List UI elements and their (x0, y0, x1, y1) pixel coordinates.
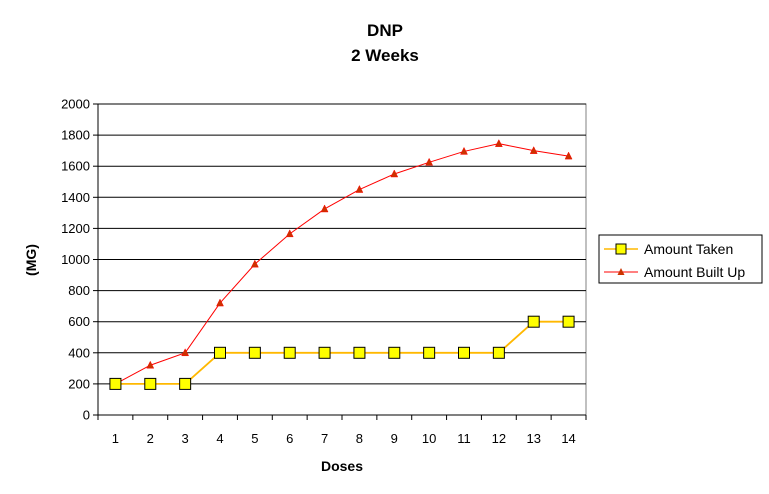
x-tick-label: 11 (457, 431, 471, 446)
data-point-amount-taken (248, 346, 261, 359)
data-point-amount-built-up (320, 204, 329, 213)
data-point-amount-built-up (216, 298, 224, 307)
y-tick-label: 1200 (61, 221, 90, 236)
data-point-amount-built-up (425, 157, 434, 166)
data-point-amount-built-up (250, 259, 259, 268)
legend: Amount Taken Amount Built Up (598, 234, 763, 284)
x-tick-label: 14 (561, 431, 575, 446)
y-tick-label: 1000 (61, 252, 90, 267)
chart-subtitle: 2 Weeks (351, 46, 419, 65)
data-point-amount-built-up (564, 151, 573, 160)
x-tick-label: 3 (182, 431, 189, 446)
x-tick-label: 1 (112, 431, 119, 446)
data-point-amount-taken (318, 346, 331, 359)
data-point-amount-built-up (355, 184, 364, 193)
series-line-amount-built-up (115, 143, 569, 385)
y-tick-label: 2000 (61, 97, 90, 112)
y-axis-ticks: 0 200 400 600 800 1000 1200 1400 1600 1800 2000 (61, 97, 99, 423)
data-point-amount-taken (144, 377, 157, 390)
y-tick-label: 1600 (61, 159, 90, 174)
x-tick-label: 12 (492, 431, 506, 446)
x-axis-title: Doses (321, 458, 363, 474)
x-tick-label: 4 (216, 431, 223, 446)
data-point-amount-built-up (529, 146, 538, 154)
y-axis-title: (MG) (23, 244, 39, 276)
data-point-amount-built-up (390, 169, 399, 178)
x-tick-label: 10 (422, 431, 436, 446)
data-point-amount-built-up (494, 139, 503, 147)
y-tick-label: 1800 (61, 128, 90, 143)
legend-marker-amount-built-up (617, 268, 625, 275)
data-point-amount-taken (283, 346, 296, 359)
y-tick-label: 1400 (61, 190, 90, 205)
x-tick-label: 13 (526, 431, 540, 446)
y-tick-label: 200 (68, 376, 90, 391)
legend-label-amount-taken: Amount Taken (644, 241, 733, 257)
legend-box (598, 234, 763, 284)
data-point-amount-built-up (146, 360, 155, 369)
data-point-amount-built-up (181, 348, 190, 357)
chart-title: DNP (367, 21, 403, 40)
data-point-amount-taken (109, 377, 122, 390)
data-point-amount-built-up (460, 146, 468, 155)
data-point-amount-taken (353, 346, 366, 359)
data-point-amount-taken (214, 346, 226, 359)
x-tick-label: 6 (286, 431, 293, 446)
y-tick-label: 0 (83, 408, 90, 423)
y-tick-label: 400 (68, 345, 90, 360)
data-point-amount-taken (388, 346, 401, 359)
data-point-amount-taken (562, 315, 575, 328)
x-tick-label: 2 (147, 431, 154, 446)
series-group (109, 139, 575, 390)
y-tick-label: 600 (68, 314, 90, 329)
data-point-amount-built-up (285, 229, 294, 238)
data-point-amount-taken (492, 346, 505, 359)
data-point-amount-taken (179, 377, 192, 390)
data-point-amount-taken (527, 315, 540, 328)
gridlines (98, 103, 586, 385)
data-point-amount-taken (423, 346, 436, 359)
x-tick-label: 7 (321, 431, 328, 446)
x-tick-label: 5 (251, 431, 258, 446)
y-tick-label: 800 (68, 283, 90, 298)
x-axis-ticks: 1 2 3 4 5 6 7 8 9 10 11 12 13 14 (97, 414, 587, 446)
legend-marker-amount-taken (615, 243, 627, 255)
x-tick-label: 8 (356, 431, 363, 446)
data-point-amount-taken (458, 346, 470, 359)
legend-label-amount-built-up: Amount Built Up (644, 264, 745, 280)
x-tick-label: 9 (391, 431, 398, 446)
